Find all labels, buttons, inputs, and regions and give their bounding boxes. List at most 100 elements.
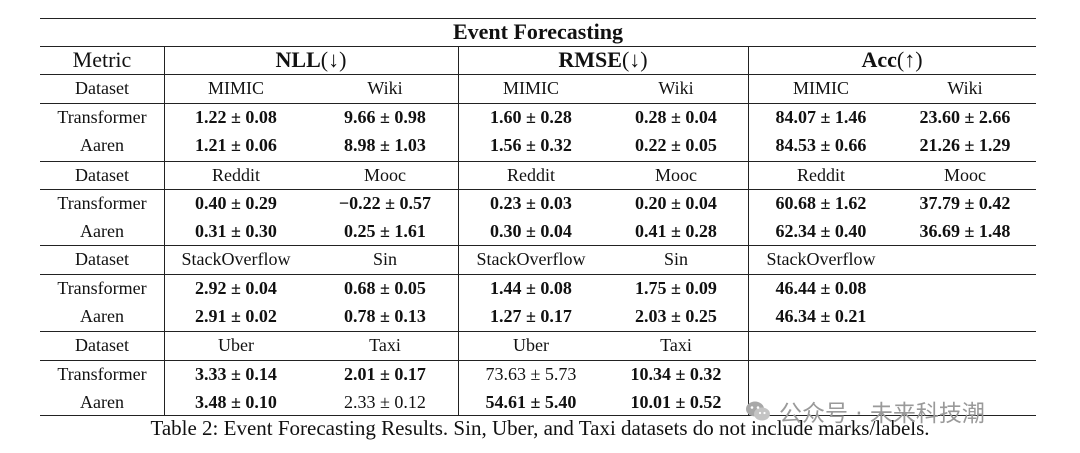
value-cell: 0.30 ± 0.04 bbox=[490, 221, 572, 242]
vrule-after-metric bbox=[164, 46, 165, 416]
model-name: Transformer bbox=[57, 363, 147, 384]
dataset-name: Reddit bbox=[212, 164, 260, 185]
value-cell: 84.07 ± 1.46 bbox=[775, 106, 867, 127]
metric-header: Metric bbox=[72, 47, 132, 72]
dataset-name bbox=[749, 331, 893, 360]
model-name: Aaren bbox=[80, 306, 124, 327]
dataset-name bbox=[893, 331, 1037, 360]
dataset-name: MIMIC bbox=[502, 78, 559, 98]
rule-block2-dataset-bottom bbox=[40, 189, 1036, 190]
value-cell: 8.98 ± 1.03 bbox=[344, 135, 426, 156]
model-name: Aaren bbox=[80, 135, 124, 156]
dataset-name: Wiki bbox=[367, 78, 403, 98]
value-cell: 0.78 ± 0.13 bbox=[344, 306, 426, 327]
rule-block2-dataset-top bbox=[40, 161, 1036, 162]
value-cell: 1.60 ± 0.28 bbox=[490, 106, 572, 127]
value-cell: 2.91 ± 0.02 bbox=[195, 306, 277, 327]
vrule-after-nll bbox=[458, 46, 459, 416]
value-cell: 0.28 ± 0.04 bbox=[635, 106, 717, 127]
dataset-label: Dataset bbox=[75, 78, 129, 98]
nll-header: NLL (↓) bbox=[164, 46, 458, 74]
watermark-text: 公众号 · 未来科技潮 bbox=[779, 401, 985, 427]
dataset-label: Dataset bbox=[75, 249, 129, 269]
nll-label: NLL bbox=[275, 47, 321, 72]
rmse-direction: (↓) bbox=[621, 47, 648, 72]
dataset-label: Dataset bbox=[75, 335, 129, 355]
value-cell: 1.27 ± 0.17 bbox=[490, 306, 572, 327]
value-cell: 0.40 ± 0.29 bbox=[195, 192, 277, 213]
dataset-name: StackOverflow bbox=[181, 249, 291, 269]
value-cell: 9.66 ± 0.98 bbox=[344, 106, 426, 127]
value-cell: 37.79 ± 0.42 bbox=[919, 192, 1011, 213]
value-cell bbox=[893, 303, 1037, 332]
value-cell: 2.01 ± 0.17 bbox=[344, 363, 426, 384]
model-name: Transformer bbox=[57, 277, 147, 298]
value-cell: 10.34 ± 0.32 bbox=[630, 363, 722, 384]
value-cell: 10.01 ± 0.52 bbox=[630, 392, 722, 413]
model-name: Transformer bbox=[57, 192, 147, 213]
value-cell: −0.22 ± 0.57 bbox=[338, 192, 432, 213]
value-cell: 1.75 ± 0.09 bbox=[635, 277, 717, 298]
dataset-name: Wiki bbox=[947, 78, 983, 98]
rule-bottom bbox=[40, 415, 1036, 416]
value-cell: 84.53 ± 0.66 bbox=[775, 135, 867, 156]
value-cell: 46.34 ± 0.21 bbox=[775, 306, 867, 327]
model-name: Aaren bbox=[80, 221, 124, 242]
dataset-name: MIMIC bbox=[792, 78, 849, 98]
value-cell: 36.69 ± 1.48 bbox=[919, 221, 1011, 242]
value-cell: 23.60 ± 2.66 bbox=[919, 106, 1011, 127]
value-cell: 0.31 ± 0.30 bbox=[195, 221, 277, 242]
acc-label: Acc bbox=[861, 47, 897, 72]
value-cell: 46.44 ± 0.08 bbox=[775, 277, 867, 298]
rule-block1-dataset bbox=[40, 103, 1036, 104]
value-cell bbox=[749, 360, 893, 389]
value-cell: 1.56 ± 0.32 bbox=[490, 135, 572, 156]
dataset-name: MIMIC bbox=[207, 78, 264, 98]
value-cell: 2.03 ± 0.25 bbox=[635, 306, 717, 327]
value-cell: 54.61 ± 5.40 bbox=[485, 392, 577, 413]
value-cell: 0.41 ± 0.28 bbox=[635, 221, 717, 242]
rule-block4-dataset-bottom bbox=[40, 360, 1036, 361]
dataset-name: Reddit bbox=[507, 164, 555, 185]
dataset-name: StackOverflow bbox=[476, 249, 586, 269]
value-cell: 0.23 ± 0.03 bbox=[490, 192, 572, 213]
dataset-name: Mooc bbox=[944, 164, 986, 185]
dataset-name: Mooc bbox=[655, 164, 697, 185]
value-cell: 2.33 ± 0.12 bbox=[344, 392, 426, 413]
wechat-icon bbox=[746, 401, 770, 421]
value-cell: 21.26 ± 1.29 bbox=[919, 135, 1011, 156]
vrule-after-rmse bbox=[748, 46, 749, 416]
model-name: Transformer bbox=[57, 106, 147, 127]
rule-block4-dataset-top bbox=[40, 331, 1036, 332]
dataset-name: Mooc bbox=[364, 164, 406, 185]
value-cell: 73.63 ± 5.73 bbox=[485, 363, 577, 384]
rule-block3-dataset-bottom bbox=[40, 274, 1036, 275]
value-cell: 0.22 ± 0.05 bbox=[635, 135, 717, 156]
dataset-name: Reddit bbox=[797, 164, 845, 185]
watermark: 公众号 · 未来科技潮 bbox=[745, 394, 985, 428]
dataset-name: Uber bbox=[218, 335, 254, 355]
rule-under-title bbox=[40, 46, 1036, 47]
dataset-label: Dataset bbox=[75, 164, 129, 185]
rmse-header: RMSE (↓) bbox=[458, 46, 748, 74]
rule-block3-dataset-top bbox=[40, 245, 1036, 246]
model-name: Aaren bbox=[80, 392, 124, 413]
value-cell: 60.68 ± 1.62 bbox=[775, 192, 867, 213]
dataset-name: Wiki bbox=[658, 78, 694, 98]
value-cell: 1.44 ± 0.08 bbox=[490, 277, 572, 298]
value-cell: 2.92 ± 0.04 bbox=[195, 277, 277, 298]
dataset-name: Sin bbox=[372, 249, 397, 269]
value-cell: 3.48 ± 0.10 bbox=[195, 392, 277, 413]
rule-top bbox=[40, 18, 1036, 19]
acc-header: Acc (↑) bbox=[748, 46, 1036, 74]
dataset-name bbox=[893, 245, 1037, 274]
table-caption: Table 2: Event Forecasting Results. Sin,… bbox=[150, 416, 930, 440]
value-cell: 1.22 ± 0.08 bbox=[195, 106, 277, 127]
value-cell: 0.20 ± 0.04 bbox=[635, 192, 717, 213]
rmse-label: RMSE bbox=[558, 47, 622, 72]
value-cell bbox=[893, 274, 1037, 303]
value-cell: 0.68 ± 0.05 bbox=[344, 277, 426, 298]
rule-under-metric bbox=[40, 74, 1036, 75]
value-cell: 3.33 ± 0.14 bbox=[195, 363, 277, 384]
